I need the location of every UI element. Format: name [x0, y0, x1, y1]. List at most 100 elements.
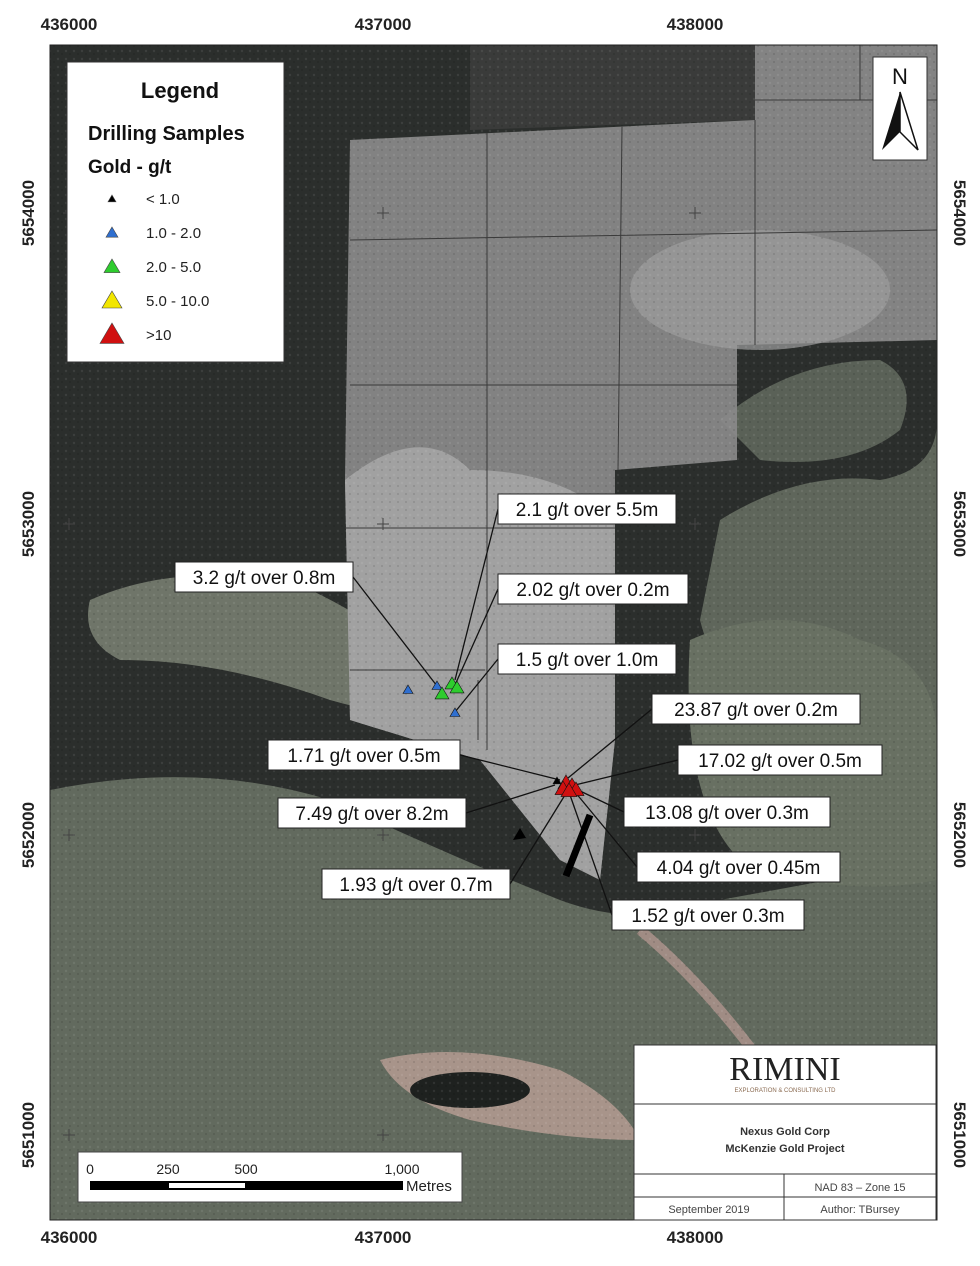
callout: 1.5 g/t over 1.0m: [497, 643, 677, 675]
title-block: RIMINI EXPLORATION & CONSULTING LTD Nexu…: [633, 1044, 937, 1221]
leader-line: [454, 658, 499, 713]
callout-label: 1.93 g/t over 0.7m: [339, 875, 492, 896]
callout-label: 23.87 g/t over 0.2m: [674, 700, 838, 721]
scale-unit: Metres: [406, 1178, 452, 1195]
easting-tick-label: 437000: [355, 15, 412, 34]
sample-marker-blue[interactable]: [449, 707, 461, 717]
sample-marker-green[interactable]: [434, 686, 450, 700]
north-label: N: [892, 64, 908, 89]
callout-label: 2.1 g/t over 5.5m: [516, 500, 659, 521]
northing-tick-label: 5654000: [19, 180, 38, 246]
sample-marker-blue[interactable]: [431, 680, 443, 690]
callout: 1.71 g/t over 0.5m: [267, 739, 461, 771]
scale-tick: 500: [234, 1161, 258, 1177]
northing-tick-label: 5651000: [19, 1102, 38, 1168]
legend-item-label: < 1.0: [146, 191, 180, 208]
sample-markers: [402, 676, 585, 797]
legend-item-label: 2.0 - 5.0: [146, 259, 201, 276]
company-logo: RIMINI: [729, 1051, 840, 1088]
scale-bar: 0 250 500 1,000 Metres: [77, 1151, 463, 1203]
map-author: Author: TBursey: [820, 1204, 900, 1216]
callout-label: 7.49 g/t over 8.2m: [295, 804, 448, 825]
callout: 3.2 g/t over 0.8m: [174, 561, 354, 593]
callout-box: [321, 868, 511, 900]
grid-cross: [377, 1129, 389, 1141]
callout-label: 1.71 g/t over 0.5m: [287, 746, 440, 767]
datum: NAD 83 – Zone 15: [814, 1182, 905, 1194]
sample-marker-green[interactable]: [449, 680, 465, 694]
northing-tick-label: 5652000: [19, 802, 38, 868]
easting-tick-label: 436000: [41, 1228, 98, 1247]
northing-tick-label: 5653000: [950, 491, 969, 557]
easting-tick-label: 438000: [667, 1228, 724, 1247]
callout-label: 3.2 g/t over 0.8m: [193, 568, 336, 589]
leader-line: [569, 794, 613, 916]
triangle-icon: [99, 322, 125, 344]
legend-item-label: >10: [146, 327, 171, 344]
leader-line: [352, 576, 438, 687]
callout-box: [267, 739, 461, 771]
scale-tick: 1,000: [384, 1161, 419, 1177]
client-name: Nexus Gold Corp: [740, 1126, 830, 1138]
grid-cross: [63, 518, 75, 530]
callout: 13.08 g/t over 0.3m: [623, 796, 831, 828]
callout: 23.87 g/t over 0.2m: [651, 693, 861, 725]
callout: 2.1 g/t over 5.5m: [497, 493, 677, 525]
callout-box: [677, 744, 883, 776]
leader-line: [509, 794, 566, 885]
grid-cross: [63, 1129, 75, 1141]
callout: 1.93 g/t over 0.7m: [321, 868, 511, 900]
callout: 17.02 g/t over 0.5m: [677, 744, 883, 776]
company-logo-sub: EXPLORATION & CONSULTING LTD: [734, 1088, 836, 1094]
triangle-icon: [103, 258, 121, 273]
legend-item: >10: [99, 322, 171, 344]
callout-box: [623, 796, 831, 828]
callout-box: [636, 851, 841, 883]
northing-tick-label: 5654000: [950, 180, 969, 246]
callout: 1.52 g/t over 0.3m: [611, 899, 805, 931]
triangle-icon: [107, 194, 117, 203]
callout-box: [651, 693, 861, 725]
sample-lt1: [513, 828, 526, 840]
callout: 4.04 g/t over 0.45m: [636, 851, 841, 883]
legend-item-label: 5.0 - 10.0: [146, 293, 209, 310]
legend-item: 2.0 - 5.0: [103, 258, 201, 276]
easting-tick-label: 436000: [41, 15, 98, 34]
callout-box: [277, 797, 467, 829]
grid-cross: [377, 518, 389, 530]
grid-cross: [689, 829, 701, 841]
leader-line: [459, 754, 561, 781]
trench: [562, 813, 594, 878]
north-arrow-icon: [882, 92, 900, 150]
northing-tick-label: 5652000: [950, 802, 969, 868]
callout-label: 13.08 g/t over 0.3m: [645, 803, 809, 824]
callout-labels: 2.1 g/t over 5.5m 3.2 g/t over 0.8m 2.02 g…: [174, 493, 883, 931]
north-arrow: N: [872, 56, 928, 161]
map-date: September 2019: [668, 1204, 749, 1216]
legend: Legend Drilling Samples Gold - g/t < 1.0…: [66, 61, 285, 363]
legend-subtitle: Drilling Samples: [88, 123, 245, 145]
sample-marker-red[interactable]: [560, 782, 578, 797]
leader-line: [574, 791, 638, 868]
grid-cross: [63, 829, 75, 841]
callout-label: 1.5 g/t over 1.0m: [516, 650, 659, 671]
easting-tick-label: 437000: [355, 1228, 412, 1247]
triangle-icon: [101, 290, 123, 309]
sample-marker-black[interactable]: [552, 776, 562, 785]
leader-line: [577, 789, 625, 813]
sample-marker-blue[interactable]: [402, 684, 414, 694]
grid-cross: [689, 518, 701, 530]
northing-tick-label: 5651000: [950, 1102, 969, 1168]
legend-item: 5.0 - 10.0: [101, 290, 209, 310]
grid-cross: [377, 207, 389, 219]
callout-label: 17.02 g/t over 0.5m: [698, 751, 862, 772]
callout-box: [497, 573, 689, 605]
triangle-icon: [105, 226, 119, 238]
callout-box: [174, 561, 354, 593]
callout-label: 4.04 g/t over 0.45m: [657, 858, 821, 879]
easting-tick-label: 438000: [667, 15, 724, 34]
callout-box: [497, 643, 677, 675]
map-frame: [49, 44, 938, 1221]
